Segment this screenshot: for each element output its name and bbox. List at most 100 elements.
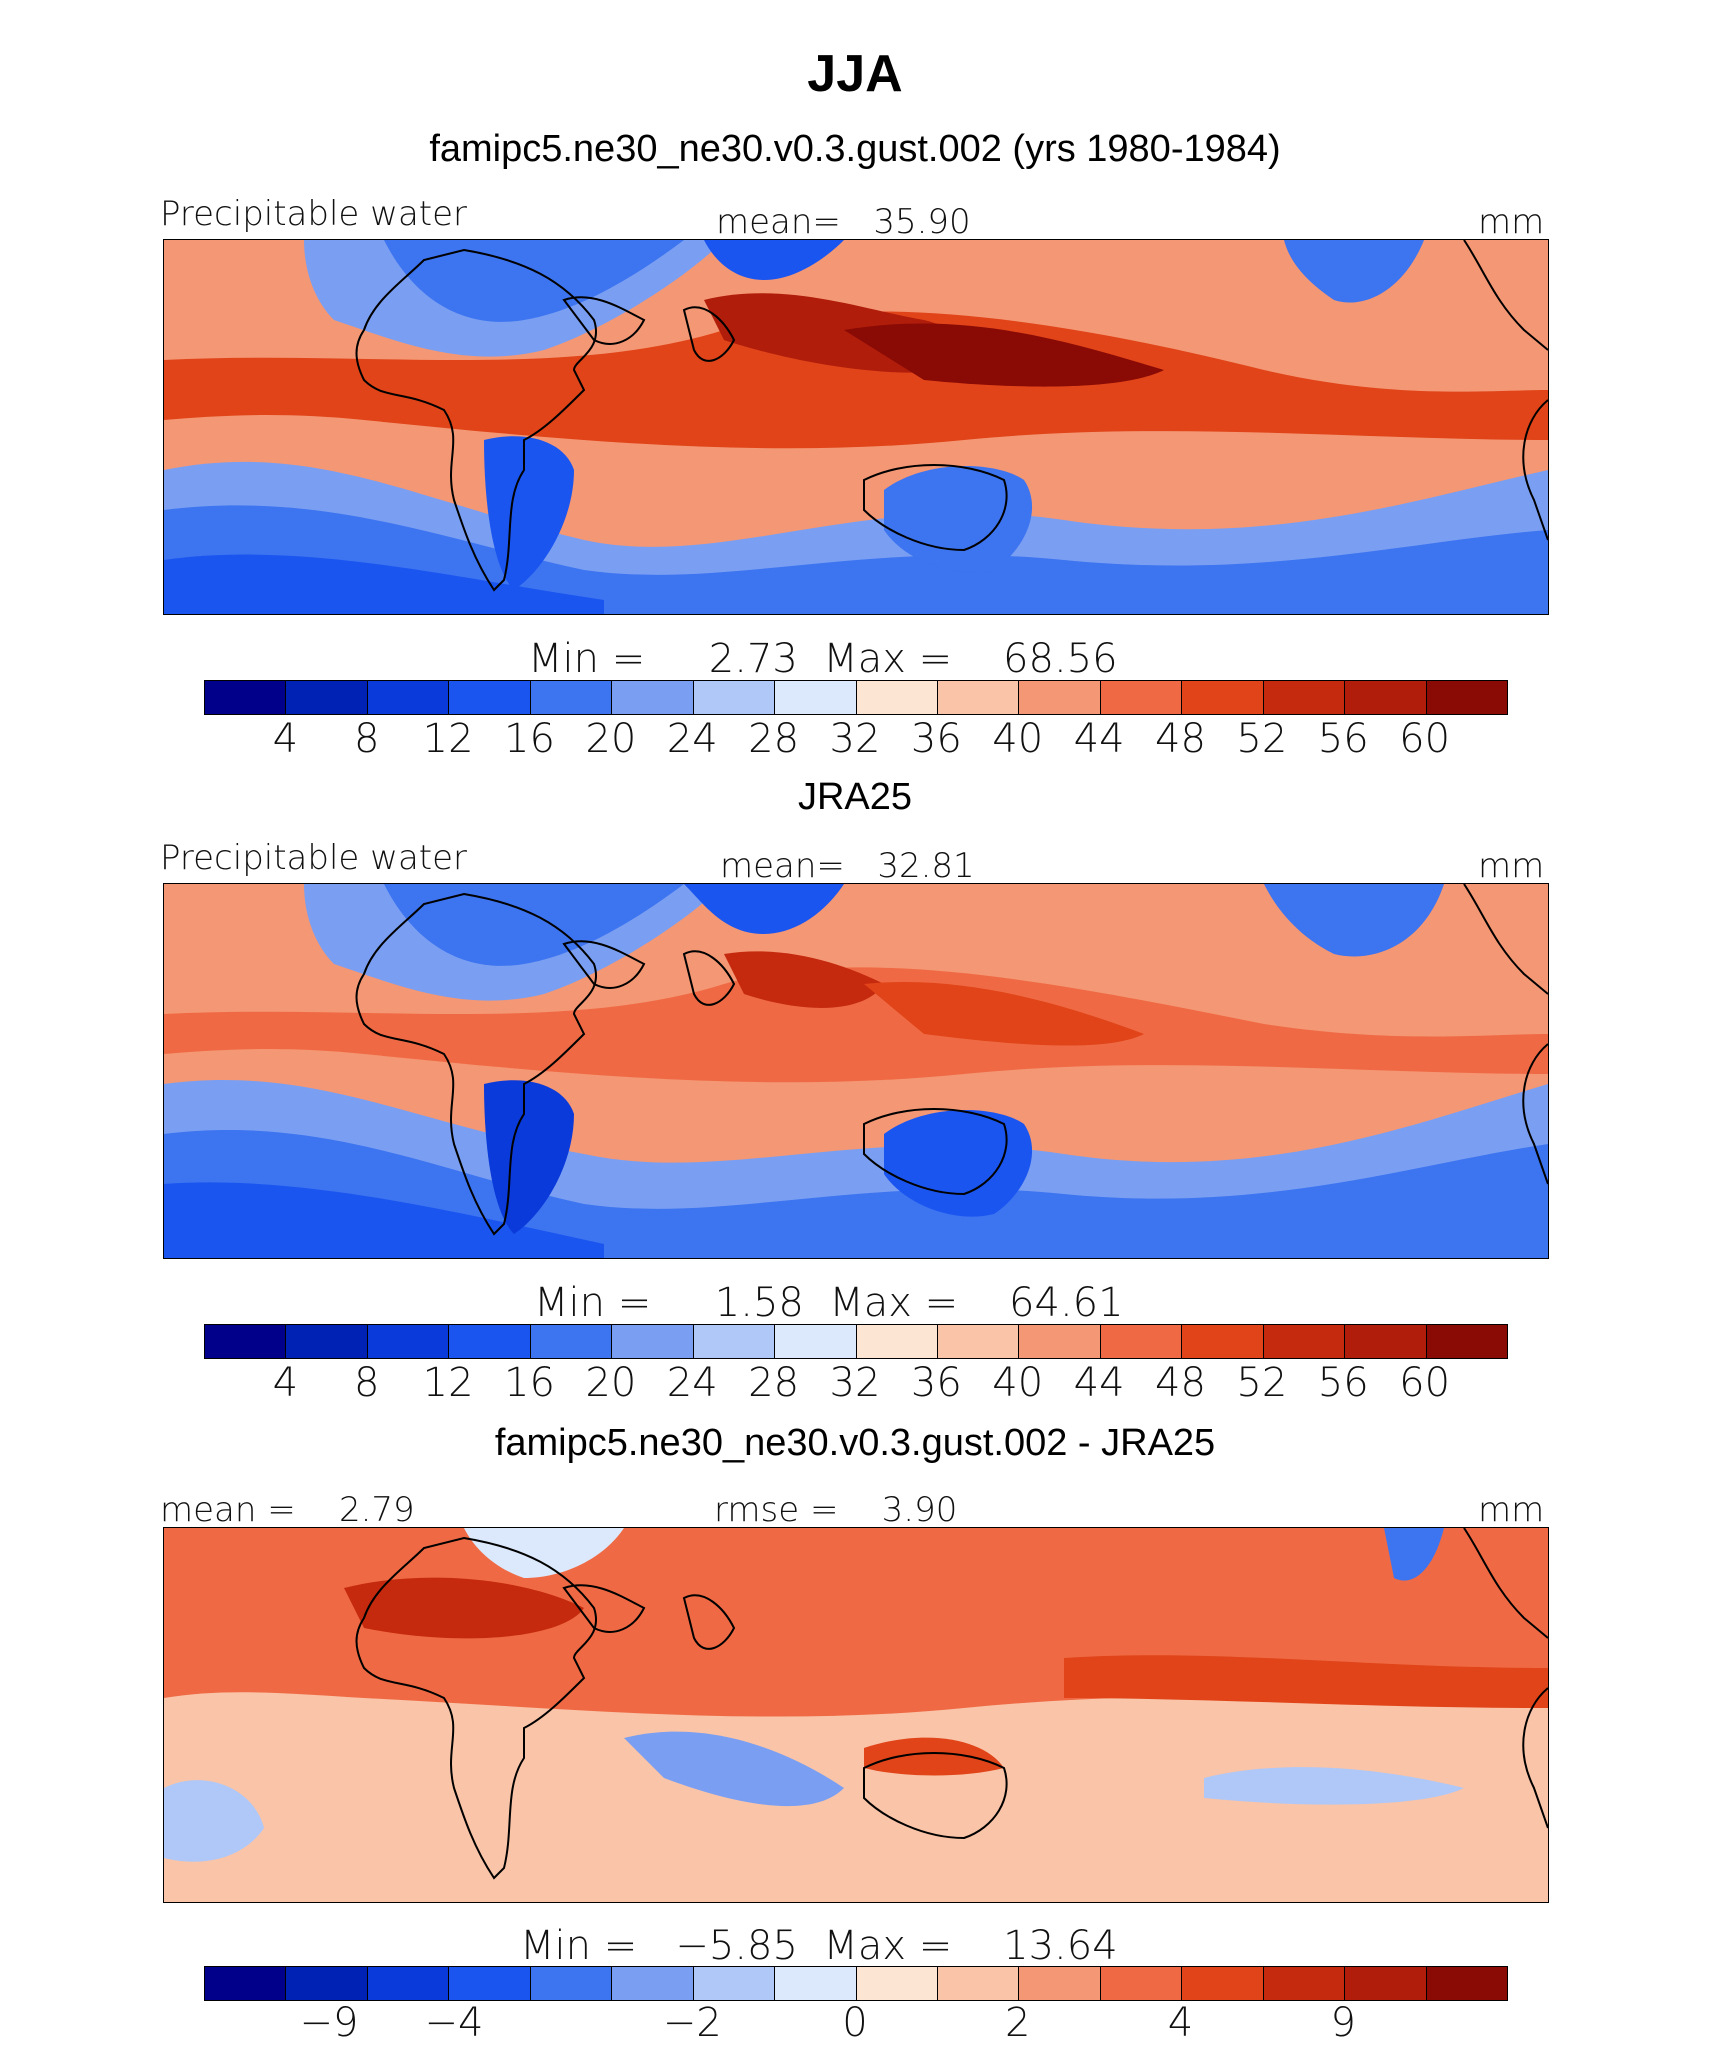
cbar-cell bbox=[449, 1325, 531, 1358]
panel2-map bbox=[163, 883, 1549, 1259]
cbar-cell bbox=[1345, 1967, 1427, 2000]
panel2-map-svg bbox=[164, 884, 1548, 1258]
tick-label: 0 bbox=[842, 2000, 868, 2046]
tick-label: 60 bbox=[1399, 716, 1451, 762]
panel3-colorbar bbox=[204, 1966, 1508, 2001]
cbar-cell bbox=[937, 681, 1020, 714]
panel3-map bbox=[163, 1527, 1549, 1903]
tick-label: 8 bbox=[354, 716, 380, 762]
cbar-cell bbox=[937, 1325, 1020, 1358]
tick-label: 16 bbox=[504, 1360, 555, 1406]
cbar-cell bbox=[205, 1967, 287, 2000]
cbar-cell bbox=[530, 1325, 613, 1358]
cbar-cell bbox=[1263, 681, 1346, 714]
southern-africa-dry bbox=[484, 436, 574, 590]
cbar-cell bbox=[1426, 1967, 1507, 2000]
tick-label: 48 bbox=[1155, 716, 1206, 762]
cbar-cell bbox=[286, 1325, 368, 1358]
tick-label: 12 bbox=[422, 716, 474, 762]
panel2-title: JRA25 bbox=[797, 776, 913, 818]
cbar-cell bbox=[856, 681, 938, 714]
tick-label: 24 bbox=[666, 1360, 718, 1406]
africa-outline bbox=[355, 248, 597, 592]
itcz-moist-belt bbox=[164, 311, 1548, 449]
tick-label: 44 bbox=[1073, 1360, 1125, 1406]
cbar-cell bbox=[775, 1325, 857, 1358]
cbar-cell bbox=[612, 1325, 694, 1358]
panel1-title: famipc5.ne30_ne30.v0.3.gust.002 (yrs 198… bbox=[429, 128, 1281, 170]
west-pacific-max bbox=[844, 323, 1164, 387]
australia-dry bbox=[884, 466, 1033, 573]
tick-label: −2 bbox=[662, 2000, 722, 2046]
cbar-cell bbox=[367, 1967, 450, 2000]
tick-label: 52 bbox=[1236, 1360, 1288, 1406]
panel3-title: famipc5.ne30_ne30.v0.3.gust.002 - JRA25 bbox=[494, 1422, 1216, 1464]
sahel-max-bias bbox=[344, 1577, 584, 1639]
india-outline bbox=[682, 306, 736, 362]
sahara-core bbox=[384, 884, 684, 966]
panel3-units-label: mm bbox=[1478, 1490, 1545, 1530]
atlantic-negative bbox=[164, 1780, 264, 1862]
tick-label: 28 bbox=[748, 1360, 800, 1406]
tick-label: 56 bbox=[1317, 1360, 1369, 1406]
tibet-dry-core bbox=[684, 884, 844, 934]
south-america-outline bbox=[1522, 1043, 1548, 1185]
cbar-cell bbox=[1426, 1325, 1507, 1358]
coastlines bbox=[355, 1528, 1548, 1880]
itcz-moist-belt bbox=[164, 967, 1548, 1083]
cbar-cell bbox=[1100, 681, 1183, 714]
americas-outline bbox=[1463, 884, 1548, 995]
tick-label: 40 bbox=[992, 716, 1044, 762]
africa-outline bbox=[355, 892, 597, 1236]
panel3-minmax: Min = −5.85 Max = 13.64 bbox=[520, 1923, 1118, 1969]
southern-africa-dry bbox=[484, 1080, 574, 1234]
cbar-cell bbox=[1263, 1967, 1346, 2000]
tick-label: 32 bbox=[829, 716, 881, 762]
cbar-cell bbox=[367, 1325, 450, 1358]
cbar-cell bbox=[937, 1967, 1020, 2000]
tick-label: −9 bbox=[299, 2000, 359, 2046]
tick-label: 44 bbox=[1073, 716, 1125, 762]
coastlines bbox=[355, 240, 1548, 592]
tick-label: 40 bbox=[992, 1360, 1044, 1406]
tick-label: 60 bbox=[1399, 1360, 1451, 1406]
panel3-rmse-label: rmse = 3.90 bbox=[714, 1490, 958, 1530]
cbar-cell bbox=[286, 1967, 368, 2000]
figure-title: JJA bbox=[807, 45, 903, 103]
arabia-outline bbox=[562, 296, 646, 345]
tick-label: 2 bbox=[1005, 2000, 1031, 2046]
tick-label: 16 bbox=[504, 716, 555, 762]
panel1-units-label: mm bbox=[1478, 202, 1545, 242]
cbar-cell bbox=[1100, 1325, 1183, 1358]
cbar-cell bbox=[1019, 681, 1101, 714]
cbar-cell bbox=[205, 1325, 287, 1358]
cbar-cell bbox=[693, 1325, 776, 1358]
panel3-colorbar-ticks: −9 −4 −2 0 2 4 9 bbox=[204, 2000, 1506, 2048]
pacific-itcz-bias bbox=[1064, 1655, 1548, 1708]
cbar-cell bbox=[856, 1325, 938, 1358]
south-america-outline bbox=[1522, 399, 1548, 541]
panel1-left-label: Precipitable water bbox=[160, 194, 468, 234]
cbar-cell bbox=[449, 681, 531, 714]
indian-ocean-negative bbox=[624, 1731, 844, 1807]
cbar-cell bbox=[367, 681, 450, 714]
panel1-map bbox=[163, 239, 1549, 615]
tick-label: 12 bbox=[422, 1360, 474, 1406]
panel2-left-label: Precipitable water bbox=[160, 838, 468, 878]
panel1-colorbar bbox=[204, 680, 1508, 715]
americas-outline bbox=[1463, 240, 1548, 351]
cbar-cell bbox=[693, 681, 776, 714]
tick-label: 4 bbox=[1167, 2000, 1194, 2046]
tick-label: 36 bbox=[910, 716, 962, 762]
cbar-cell bbox=[1263, 1325, 1346, 1358]
panel2-colorbar-ticks: 4 8 12 16 20 24 28 32 36 40 44 48 52 56 … bbox=[204, 1360, 1506, 1408]
cbar-cell bbox=[1019, 1325, 1101, 1358]
cbar-cell bbox=[612, 1967, 694, 2000]
tick-label: 28 bbox=[748, 716, 800, 762]
tick-label: 20 bbox=[585, 716, 637, 762]
americas-outline bbox=[1463, 1528, 1548, 1639]
east-pacific-dry bbox=[1264, 884, 1444, 957]
tick-label: 4 bbox=[272, 1360, 299, 1406]
tick-label: 4 bbox=[272, 716, 299, 762]
cbar-cell bbox=[530, 1967, 613, 2000]
